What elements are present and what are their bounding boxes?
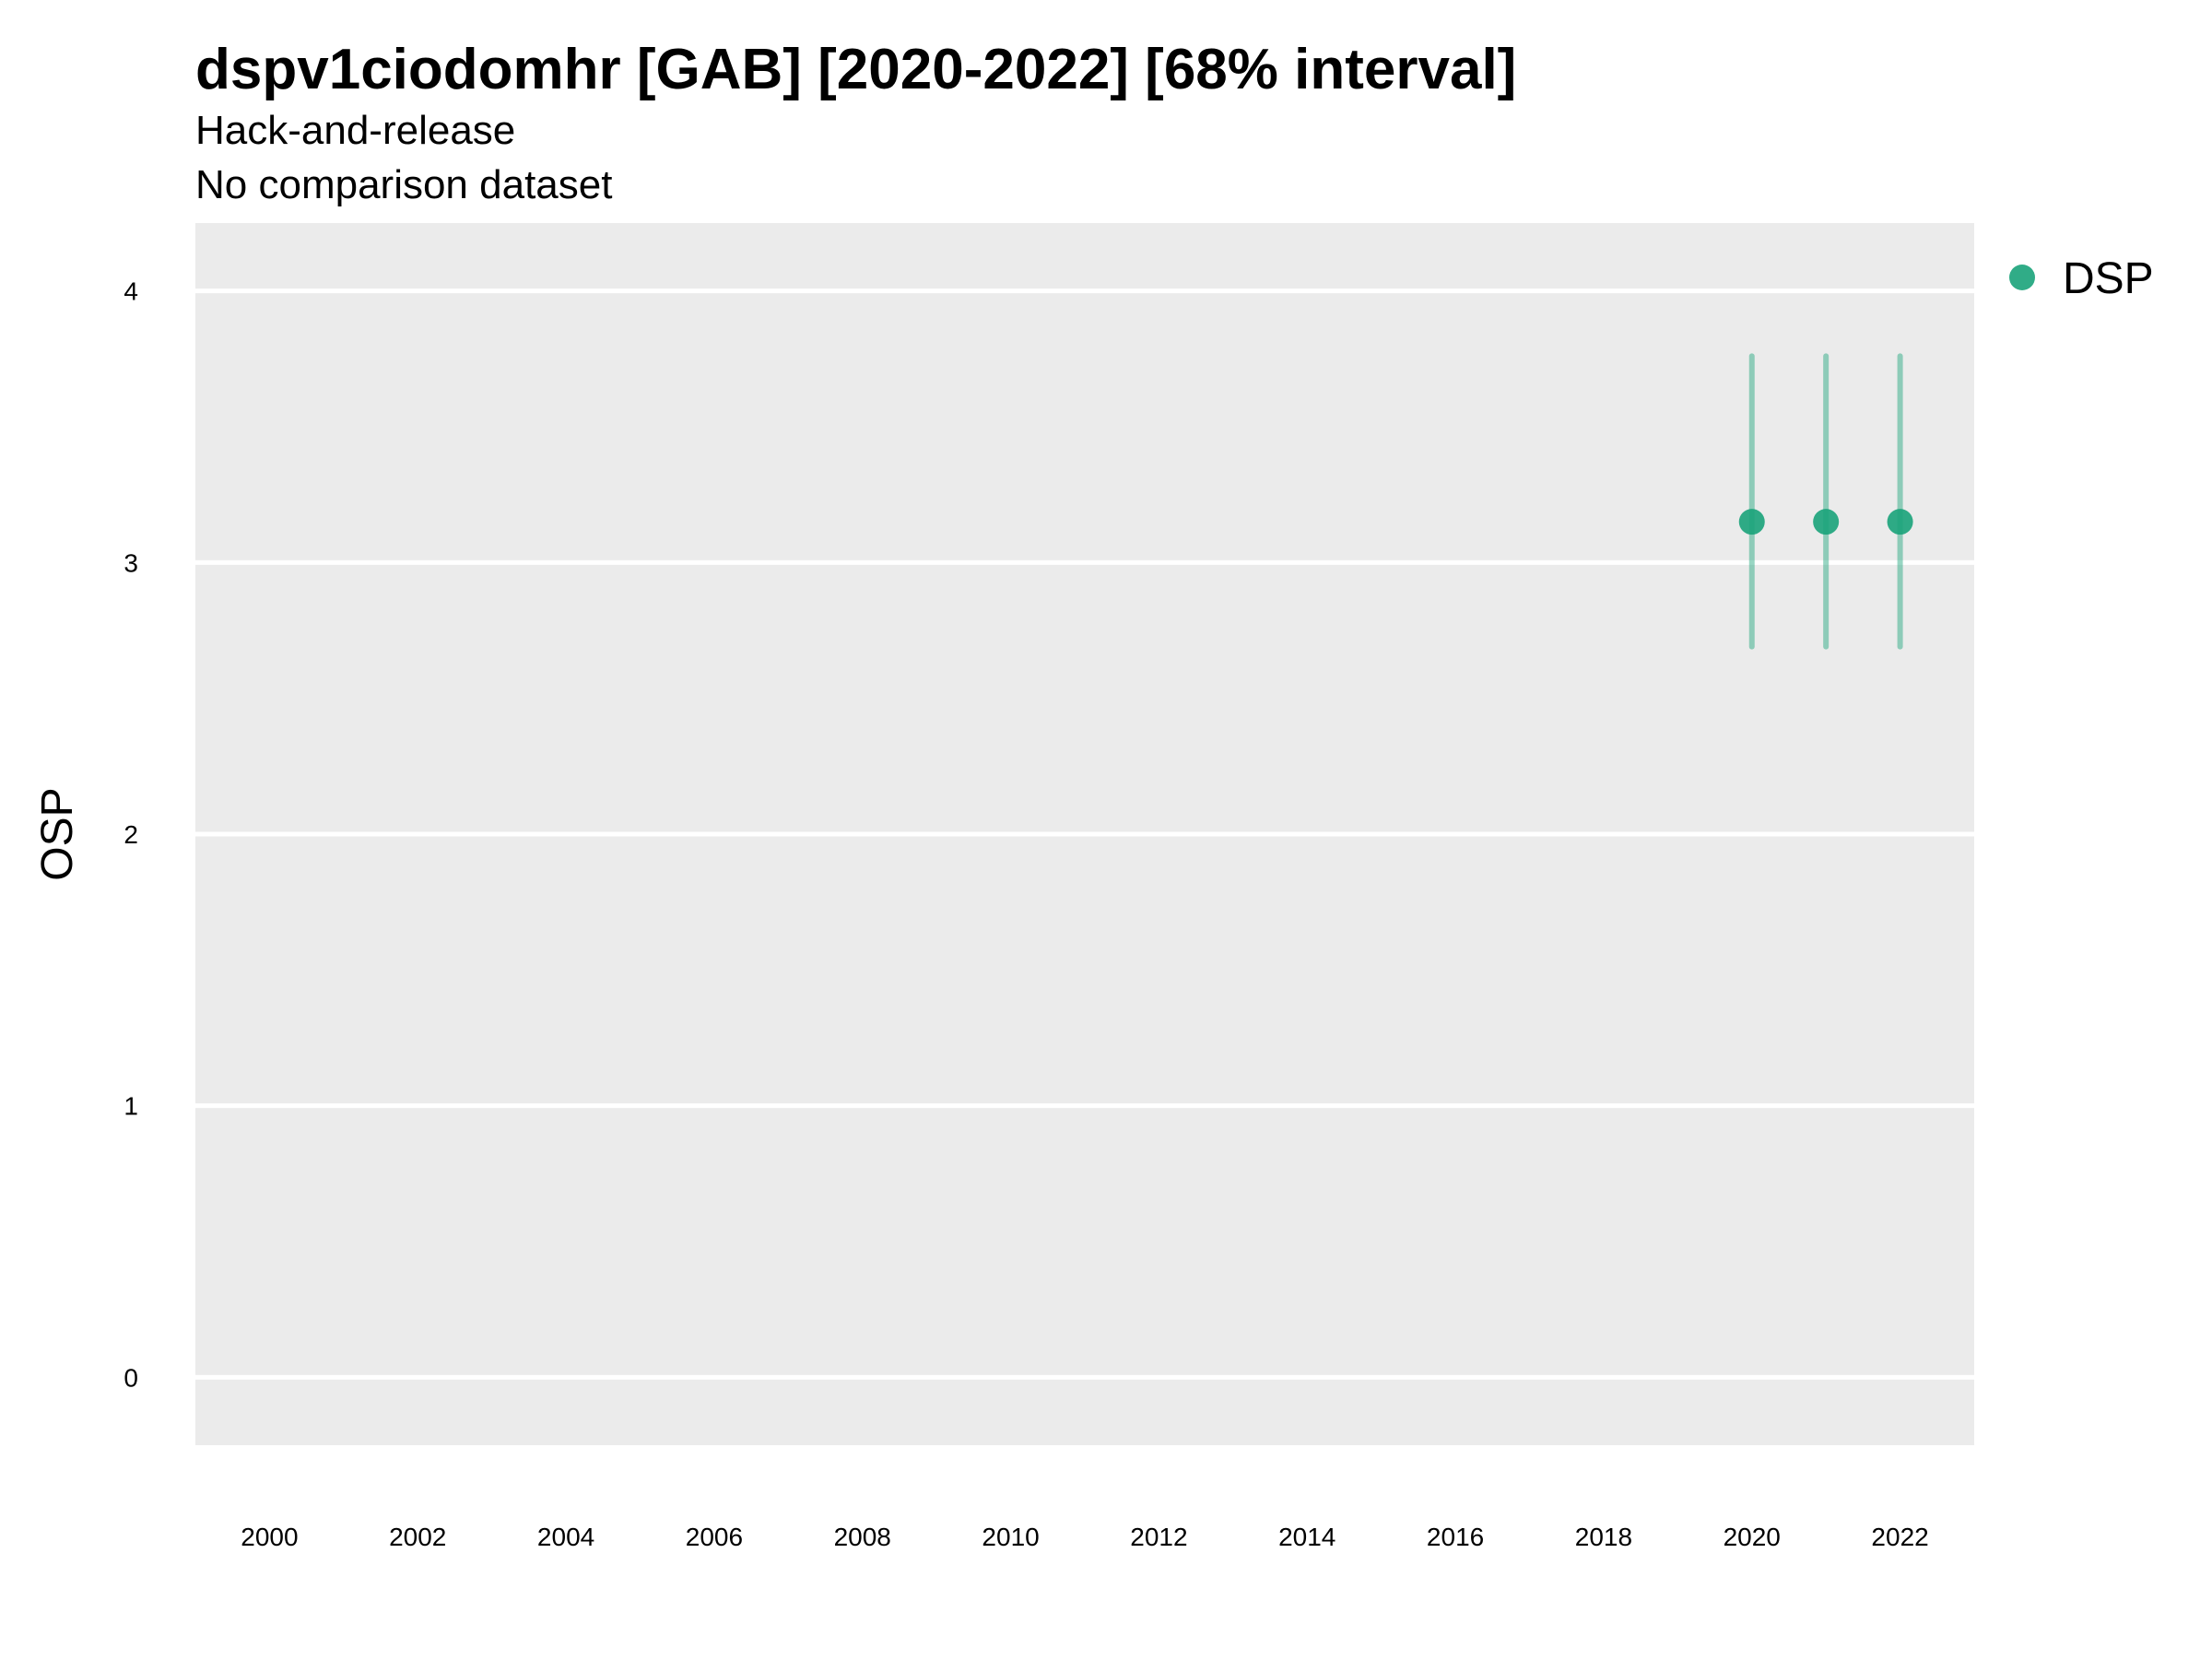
- data-point-2020: [1738, 509, 1765, 535]
- x-tick-label-2012: 2012: [1130, 1523, 1187, 1551]
- x-tick-label-2002: 2002: [389, 1523, 446, 1551]
- x-tick-label-2006: 2006: [686, 1523, 743, 1551]
- y-axis-label: OSP: [33, 787, 82, 880]
- legend: DSP: [2009, 254, 2154, 303]
- y-tick-label-3: 3: [124, 548, 138, 577]
- x-tick-label-2018: 2018: [1575, 1523, 1632, 1551]
- data-point-2022: [1887, 509, 1913, 535]
- y-axis-ticks: 0 1 2 3 4: [124, 277, 138, 1393]
- x-axis-ticks: 2000 2002 2004 2006 2008 2010 2012 2014 2016 2018…: [241, 1523, 1928, 1551]
- gridlines: [195, 288, 1974, 1380]
- x-tick-label-2022: 2022: [1871, 1523, 1928, 1551]
- y-tick-label-1: 1: [124, 1092, 138, 1121]
- series-dsp: [1738, 353, 1913, 650]
- x-tick-label-2016: 2016: [1427, 1523, 1484, 1551]
- legend-label-dsp: DSP: [2063, 254, 2154, 303]
- legend-key-dsp: [2009, 265, 2035, 290]
- x-tick-label-2008: 2008: [834, 1523, 891, 1551]
- x-tick-label-2010: 2010: [982, 1523, 1039, 1551]
- chart-subtitle: Hack-and-release: [195, 108, 515, 153]
- chart-title: dspv1ciodomhr [GAB] [2020-2022] [68% int…: [195, 38, 1516, 101]
- chart-subtitle-2: No comparison dataset: [195, 162, 612, 207]
- y-tick-label-4: 4: [124, 277, 138, 306]
- x-tick-label-2020: 2020: [1724, 1523, 1781, 1551]
- y-tick-label-0: 0: [124, 1363, 138, 1392]
- x-tick-label-2004: 2004: [537, 1523, 594, 1551]
- y-tick-label-2: 2: [124, 820, 138, 849]
- x-tick-label-2014: 2014: [1278, 1523, 1335, 1551]
- x-tick-label-2000: 2000: [241, 1523, 298, 1551]
- data-point-2021: [1813, 509, 1840, 535]
